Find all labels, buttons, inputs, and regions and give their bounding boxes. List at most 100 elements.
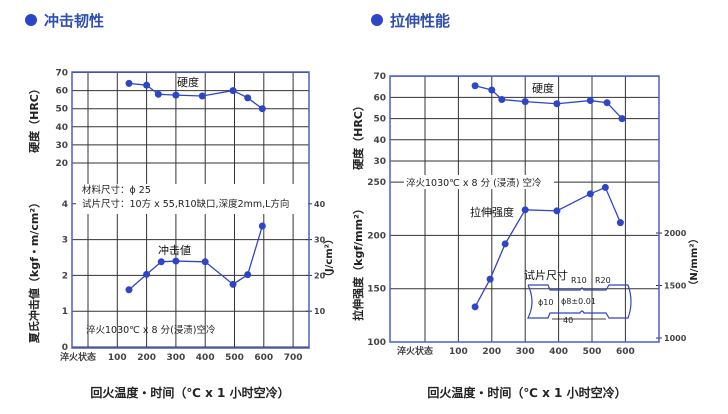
y-tick-label: 30 bbox=[55, 141, 68, 151]
data-point bbox=[553, 100, 561, 108]
data-point bbox=[229, 87, 237, 95]
y-tick-label: 40 bbox=[55, 123, 68, 133]
specimen-title: 试片尺寸 bbox=[524, 268, 568, 282]
data-point bbox=[201, 258, 209, 266]
right-title: 拉伸性能 bbox=[390, 12, 450, 30]
x-tick-label: 500 bbox=[225, 353, 244, 363]
y-tick-label: 4 bbox=[62, 200, 68, 210]
y-tick-label: 2 bbox=[62, 271, 68, 281]
y-tick-label: 3 bbox=[62, 236, 68, 246]
y-tick-label: 40 bbox=[373, 136, 386, 146]
data-point bbox=[586, 190, 594, 198]
data-point bbox=[157, 258, 165, 266]
length-40-label: 40 bbox=[563, 316, 573, 325]
x-tick-label: 400 bbox=[196, 353, 215, 363]
data-point bbox=[143, 270, 151, 278]
left-panel: 冲击韧性 淬火状态 100 200 300 400 500 600 7002030405060… bbox=[25, 12, 335, 400]
data-point bbox=[143, 81, 151, 89]
y2-tick-label: 40 bbox=[314, 200, 326, 209]
y2-tick-label: 20 bbox=[314, 271, 326, 280]
hardness-label: 硬度 bbox=[532, 81, 554, 95]
y-tick-label: 50 bbox=[55, 105, 68, 115]
x-tick-label: 600 bbox=[616, 347, 635, 357]
phi8-label: ϕ8±0.01 bbox=[561, 297, 596, 306]
y-tick-label: 60 bbox=[55, 87, 68, 97]
data-point bbox=[601, 183, 609, 191]
y-tick-label: 50 bbox=[373, 115, 386, 125]
right-xlabel: 回火温度・时间（℃ x 1 小时空冷） bbox=[427, 385, 626, 400]
x-tick-label: 100 bbox=[108, 353, 127, 363]
right-bottom-ylabel: 拉伸强度（kgf/mm²） bbox=[351, 203, 365, 321]
data-point bbox=[603, 99, 611, 107]
data-point bbox=[521, 206, 529, 214]
data-point bbox=[486, 275, 494, 283]
y-tick-label: 0 bbox=[62, 343, 68, 353]
y-tick-label: 70 bbox=[55, 69, 68, 79]
impact-label: 冲击値 bbox=[158, 243, 191, 257]
phi10-label: ϕ10 bbox=[538, 298, 553, 307]
y-tick-label: 70 bbox=[373, 72, 386, 82]
title-bullet-icon bbox=[25, 14, 37, 26]
tensile-label: 拉伸强度 bbox=[470, 205, 514, 219]
x-tick-label: 500 bbox=[583, 347, 602, 357]
left-y2label: （J/cm²） bbox=[322, 234, 335, 282]
data-point bbox=[258, 222, 266, 230]
hardness-label: 硬度 bbox=[177, 75, 199, 89]
y2-tick-label: 2000 bbox=[664, 229, 687, 238]
data-point bbox=[125, 79, 133, 87]
quench-note: 淬火1030℃ x 8 分 (浸渍) 空冷 bbox=[406, 177, 542, 189]
left-title: 冲击韧性 bbox=[44, 12, 104, 30]
plot-frame bbox=[71, 71, 310, 349]
data-point bbox=[471, 82, 479, 90]
specimen-diagram bbox=[527, 284, 632, 320]
data-point bbox=[586, 97, 594, 105]
x-tick-label: 700 bbox=[284, 353, 303, 363]
data-point bbox=[618, 115, 626, 123]
data-point bbox=[616, 219, 624, 227]
plot-frame bbox=[389, 75, 660, 343]
y-tick-label: 20 bbox=[55, 159, 68, 169]
y-tick-label: 200 bbox=[367, 231, 386, 241]
y-tick-label: 150 bbox=[367, 285, 386, 295]
x-tick-label: 300 bbox=[167, 353, 186, 363]
data-point bbox=[501, 240, 509, 248]
data-point bbox=[198, 92, 206, 100]
series-line bbox=[128, 225, 263, 291]
data-point bbox=[553, 207, 561, 215]
right-top-ylabel: 硬度（HRC） bbox=[351, 100, 365, 170]
x-tick-label: 600 bbox=[254, 353, 273, 363]
x-tick-label: 400 bbox=[549, 347, 568, 357]
data-point bbox=[498, 96, 506, 104]
data-point bbox=[244, 94, 252, 102]
data-point bbox=[172, 91, 180, 99]
y-tick-label: 100 bbox=[367, 338, 386, 348]
right-panel: 拉伸性能 淬火状态 100 200 300 400 500 600 30 40 50 60 70 100… bbox=[351, 12, 700, 400]
x-tick-label: 300 bbox=[516, 347, 535, 357]
left-xlabel: 回火温度・时间（℃ x 1 小时空冷） bbox=[90, 385, 289, 400]
material-size-note: 材料尺寸：ϕ 25 bbox=[82, 184, 151, 196]
x-tick-label: 淬火状态 bbox=[397, 345, 433, 357]
title-bullet-icon bbox=[371, 14, 383, 26]
y2-tick-label: 30 bbox=[314, 236, 326, 245]
x-tick-label: 200 bbox=[482, 347, 501, 357]
data-point bbox=[244, 271, 252, 279]
data-point bbox=[172, 257, 180, 265]
left-top-ylabel: 硬度（HRC） bbox=[27, 83, 41, 153]
y-tick-label: 250 bbox=[367, 178, 386, 188]
r10-label: R10 bbox=[571, 276, 587, 285]
x-tick-label: 淬火状态 bbox=[60, 351, 96, 363]
y2-tick-label: 1000 bbox=[664, 334, 687, 343]
data-point bbox=[258, 105, 266, 113]
right-y2label: （N/mm²） bbox=[687, 233, 700, 290]
specimen-size-note: 试片尺寸：10方 x 55,R10缺口,深度2mm,L方向 bbox=[82, 198, 289, 210]
y-tick-label: 1 bbox=[62, 307, 68, 317]
data-point bbox=[125, 286, 133, 294]
data-point bbox=[229, 280, 237, 288]
left-bottom-ylabel: 夏氏冲击値（kgf・m/cm²） bbox=[27, 197, 41, 343]
data-point bbox=[521, 98, 529, 106]
y2-tick-label: 1500 bbox=[664, 282, 687, 291]
x-tick-label: 200 bbox=[137, 353, 156, 363]
y2-tick-label: 10 bbox=[314, 307, 326, 316]
data-point bbox=[471, 303, 479, 311]
